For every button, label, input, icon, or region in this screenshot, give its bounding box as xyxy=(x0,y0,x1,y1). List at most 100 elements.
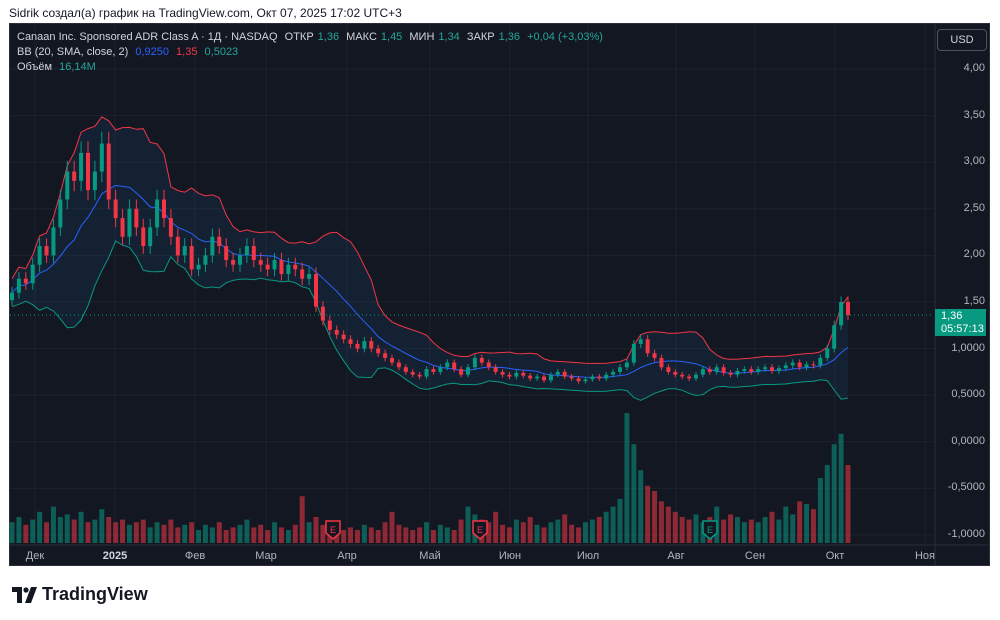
volume-bar xyxy=(306,522,312,543)
candle-body xyxy=(576,378,581,382)
candle-body xyxy=(314,274,318,307)
volume-bar xyxy=(686,519,692,543)
candle-body xyxy=(535,376,540,379)
volume-bar xyxy=(424,522,430,543)
volume-bar xyxy=(244,519,250,543)
volume-bar xyxy=(299,496,305,543)
volume-bar xyxy=(120,519,126,543)
tradingview-logo[interactable]: TradingView xyxy=(12,584,148,605)
volume-bar xyxy=(658,501,664,543)
volume-bar xyxy=(85,522,91,543)
time-tick: Окт xyxy=(825,550,845,562)
candle-body xyxy=(431,369,436,372)
volume-bar xyxy=(209,527,215,543)
candle-body xyxy=(721,367,726,373)
low-value: 1,34 xyxy=(438,31,460,43)
volume-bar xyxy=(16,517,22,543)
volume-bar xyxy=(189,522,195,543)
candle-body xyxy=(604,374,609,379)
volume-bar xyxy=(817,478,823,543)
candle-body xyxy=(700,369,705,375)
candle-body xyxy=(590,376,595,380)
attribution: Sidrik создал(а) график на TradingView.c… xyxy=(9,6,402,20)
candle-body xyxy=(479,357,484,363)
volume-bar xyxy=(652,491,658,543)
volume-bar xyxy=(99,509,105,543)
earnings-label: E xyxy=(330,525,336,535)
volume-bar xyxy=(396,524,402,543)
currency-button[interactable]: USD xyxy=(937,29,987,51)
bb-label[interactable]: BB (20, SMA, close, 2) xyxy=(17,46,129,58)
candle-body xyxy=(99,143,104,172)
candle-body xyxy=(210,236,215,256)
candle-body xyxy=(72,171,77,181)
candle-body xyxy=(120,218,125,237)
bb-upper-line xyxy=(11,116,849,364)
price-tick: 0,0000 xyxy=(951,434,985,447)
candle-body xyxy=(424,369,429,377)
candle-body xyxy=(155,199,160,228)
price-tick: -0,5000 xyxy=(947,481,985,494)
volume-bar xyxy=(589,519,595,543)
candle-body xyxy=(521,372,526,376)
candle-body xyxy=(58,199,63,228)
candle-body xyxy=(811,364,816,366)
volume-bar xyxy=(769,511,775,543)
volume-bar xyxy=(444,527,450,543)
candle-body xyxy=(396,362,401,368)
candle-body xyxy=(542,376,546,381)
volume-bar xyxy=(348,527,354,543)
bb-upper: 1,35 xyxy=(176,46,198,58)
volume-bar xyxy=(486,522,492,543)
time-tick: Июн xyxy=(498,550,522,562)
candle-body xyxy=(369,341,374,349)
candle-body xyxy=(320,306,325,321)
volume-bar xyxy=(216,522,222,543)
candle-body xyxy=(390,357,394,363)
candle-body xyxy=(10,292,14,301)
volume-bar xyxy=(230,527,236,543)
volume-bar xyxy=(106,517,112,543)
candle-body xyxy=(189,246,194,270)
current-price-label: 1,36 05:57:13 xyxy=(935,309,986,336)
candle-body xyxy=(438,367,443,372)
volume-bar xyxy=(748,519,754,543)
volume-label[interactable]: Объём xyxy=(17,61,53,73)
candle-body xyxy=(106,143,111,200)
volume-bar xyxy=(140,519,146,543)
candle-body xyxy=(182,246,187,256)
bb-basis: 0,9250 xyxy=(135,46,169,58)
volume-bar xyxy=(133,522,139,543)
bb-basis-line xyxy=(11,184,849,378)
candle-body xyxy=(555,371,560,375)
time-tick: 2025 xyxy=(102,550,128,562)
symbol-name[interactable]: Canaan Inc. Sponsored ADR Class A · 1Д ·… xyxy=(17,31,278,43)
time-tick: Июл xyxy=(576,550,600,562)
candle-body xyxy=(258,260,263,265)
candle-body xyxy=(327,320,332,330)
volume-bar xyxy=(638,470,644,543)
candle-body xyxy=(452,362,457,370)
volume-bar xyxy=(610,506,616,543)
candle-body xyxy=(127,208,132,237)
candle-body xyxy=(23,278,28,284)
volume-bar xyxy=(168,519,174,543)
volume-bar xyxy=(50,506,56,543)
earnings-marker xyxy=(472,520,488,540)
candle-body xyxy=(307,274,312,279)
volume-bar xyxy=(251,527,257,543)
candle-body xyxy=(244,246,249,256)
volume-bar xyxy=(278,527,284,543)
volume-bar xyxy=(617,498,623,543)
price-tick: 3,50 xyxy=(963,108,985,121)
volume-bar xyxy=(161,524,167,543)
volume-bar xyxy=(810,509,816,543)
candle-body xyxy=(383,353,388,358)
volume-bar xyxy=(665,506,671,543)
volume-bar xyxy=(824,465,830,543)
volume-bar xyxy=(37,511,43,543)
volume-bar xyxy=(645,485,651,543)
candle-body xyxy=(113,199,118,219)
candle-body xyxy=(694,374,698,379)
